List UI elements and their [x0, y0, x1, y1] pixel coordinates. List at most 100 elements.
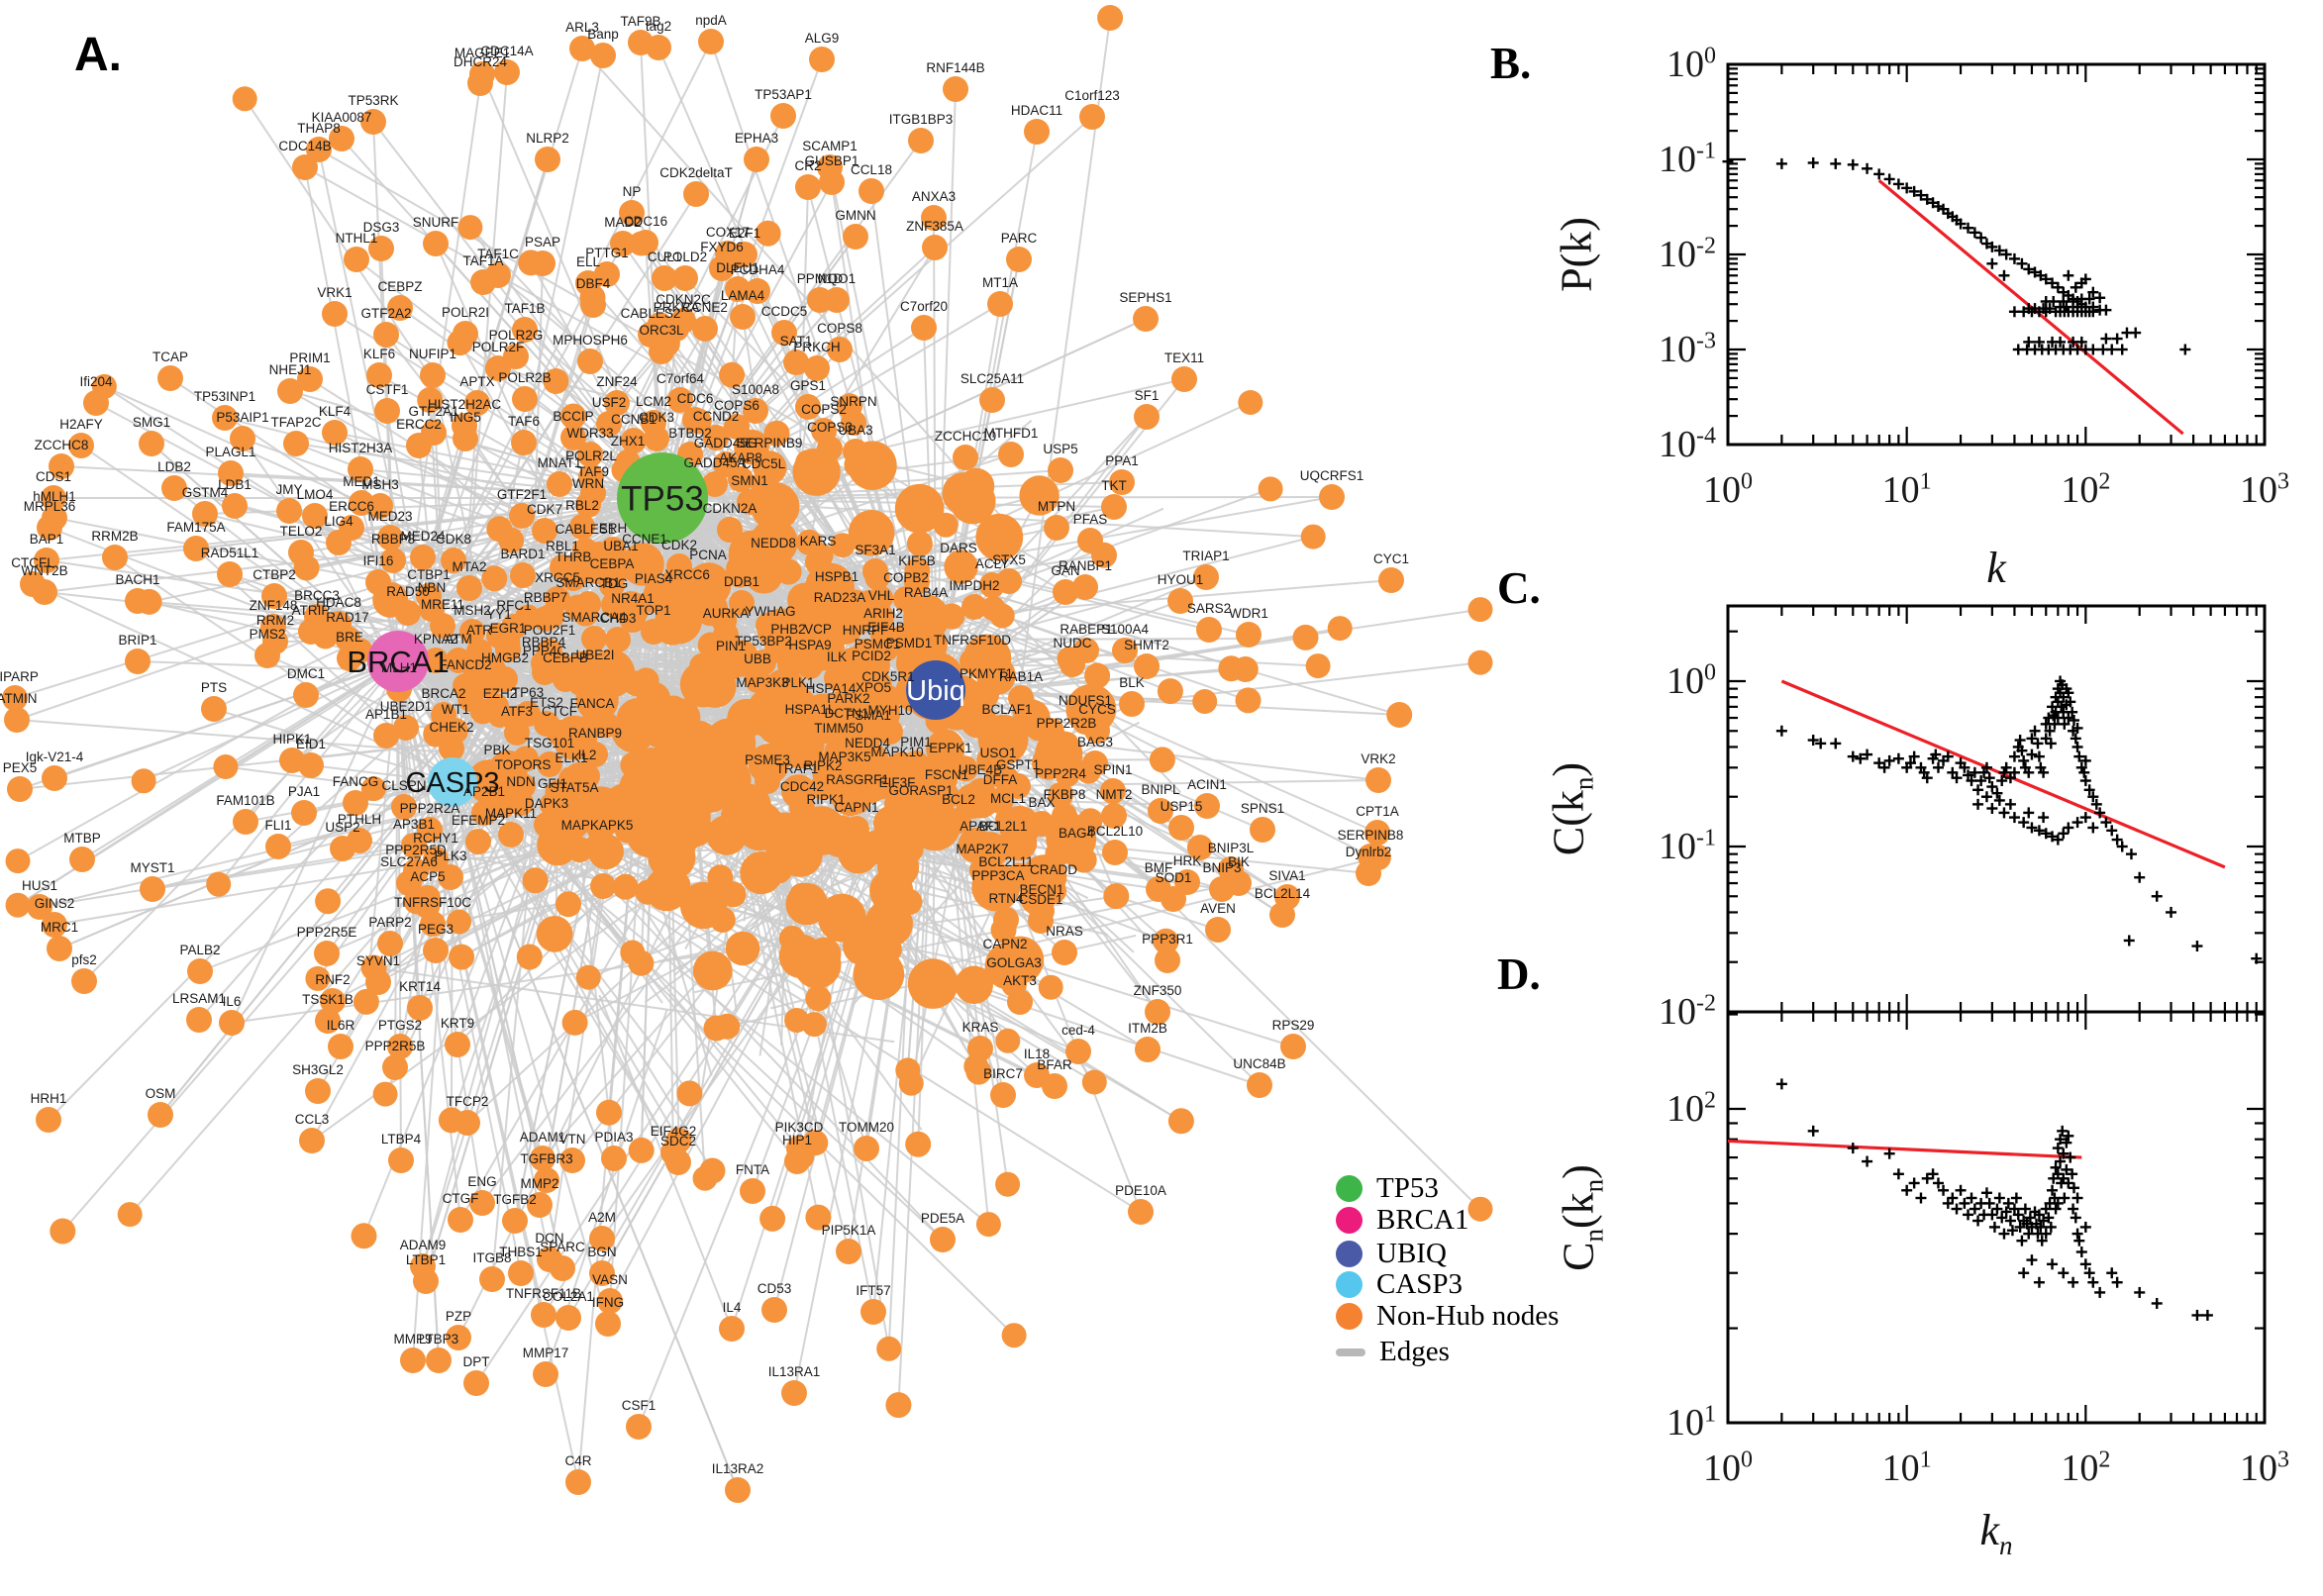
network-node	[261, 583, 287, 609]
network-node	[423, 847, 449, 872]
network-node	[393, 715, 419, 741]
network-node	[628, 949, 655, 976]
network-node-label: P53AIP1	[216, 410, 268, 425]
network-node-label: IL6R	[327, 1018, 355, 1033]
network-node	[403, 858, 429, 884]
network-node-label: CDC16	[624, 214, 667, 229]
network-node-label: RBBP7	[524, 590, 567, 605]
network-node-label: TNFRSF10D	[934, 633, 1011, 648]
network-node-label: PARK2	[827, 691, 869, 706]
network-node	[633, 230, 658, 255]
network-node	[601, 1146, 627, 1171]
network-node-label: BECN1	[1019, 882, 1063, 897]
network-node-label: IFNG	[592, 1295, 624, 1310]
network-node	[832, 765, 858, 791]
network-node-label: NUFIP1	[409, 347, 456, 361]
network-node	[775, 638, 801, 663]
network-node-label: GPS1	[790, 378, 826, 393]
network-node	[1134, 404, 1160, 430]
network-node	[486, 516, 513, 543]
network-node	[387, 295, 413, 321]
network-node	[975, 513, 1024, 561]
network-node-label: EPHA3	[735, 131, 778, 146]
network-node	[417, 817, 443, 843]
network-node-label: RBL2	[565, 498, 599, 513]
network-node-label: TIMM50	[814, 721, 863, 736]
network-node	[667, 387, 693, 413]
network-node	[423, 938, 449, 963]
network-node	[413, 1268, 439, 1294]
network-node-label: CCNE1	[622, 532, 667, 547]
network-node	[678, 791, 705, 818]
network-node	[599, 572, 625, 598]
network-node	[824, 287, 850, 313]
network-node	[718, 654, 744, 680]
network-node	[447, 909, 472, 935]
network-node-label: PCDHA4	[731, 262, 785, 277]
network-node-label: CTCF	[542, 704, 577, 719]
network-node-label: SMARCB1	[556, 575, 620, 590]
network-node-label: UQCRFS1	[1300, 468, 1364, 483]
network-node	[213, 754, 239, 779]
network-node-label: EGR1	[490, 621, 527, 636]
legend-label: TP53	[1376, 1172, 1439, 1204]
network-node-label: PIAS4	[635, 571, 673, 586]
network-node-label: PPP3CA	[971, 868, 1024, 883]
network-node	[998, 442, 1024, 467]
network-node	[616, 697, 660, 742]
network-node-label: BCL2L1	[979, 819, 1028, 834]
network-node-label: TP53INP1	[194, 389, 255, 404]
network-node	[911, 315, 937, 341]
network-node-label: GTF2A2	[360, 306, 411, 321]
network-node-label: PEX5	[3, 760, 38, 775]
network-node-label: SCAMP1	[802, 139, 858, 153]
network-node	[1072, 574, 1098, 600]
network-node-label: BCCIP	[553, 409, 593, 424]
network-node	[1157, 678, 1183, 705]
y-tick-label: 10-1	[1659, 138, 1716, 180]
network-node	[1364, 820, 1390, 846]
network-node	[5, 848, 31, 874]
network-node-label: KARS	[800, 534, 837, 549]
network-node	[550, 1255, 575, 1281]
network-node-label: DAPK3	[525, 796, 568, 811]
network-node-label: MED24	[400, 529, 446, 544]
network-node-label: IL18	[1024, 1047, 1050, 1061]
network-node-label: CDK8	[436, 532, 471, 547]
network-node	[1145, 999, 1170, 1025]
network-node-label: AP3B1	[393, 817, 435, 832]
legend-item-casp3: CASP3	[1336, 1268, 1463, 1301]
network-node	[785, 691, 811, 717]
network-node	[372, 1081, 398, 1107]
network-node	[581, 626, 607, 651]
network-node-label: CTGF	[443, 1191, 479, 1206]
network-node-label: POLR2F	[472, 340, 525, 354]
network-node-label: ITGB1BP3	[889, 112, 954, 127]
network-node-label: KPNA2	[414, 632, 457, 647]
network-node	[534, 711, 559, 737]
network-node	[1029, 811, 1055, 837]
network-node	[233, 809, 258, 835]
network-node-label: RANBP1	[1059, 558, 1112, 573]
network-node-label: BCL2L10	[1087, 824, 1143, 839]
network-node	[187, 958, 213, 984]
network-node	[854, 1136, 879, 1161]
network-node	[161, 475, 187, 501]
network-node	[575, 964, 601, 990]
network-node-label: CCND2	[693, 409, 740, 424]
network-node	[987, 291, 1013, 317]
network-node-label: BIRC7	[983, 1066, 1023, 1081]
network-node-label: RTN4	[988, 891, 1024, 906]
network-node	[470, 269, 496, 295]
network-node	[297, 366, 323, 392]
network-node-label: TOP1	[636, 603, 670, 618]
network-node-label: PTS	[201, 680, 227, 695]
network-node	[663, 316, 689, 342]
network-node	[344, 247, 369, 272]
network-node	[1084, 662, 1111, 689]
network-node-label: LTBP4	[381, 1132, 422, 1147]
network-node-label: TAF9B	[620, 14, 660, 29]
network-node	[380, 548, 406, 573]
network-node	[139, 431, 164, 456]
